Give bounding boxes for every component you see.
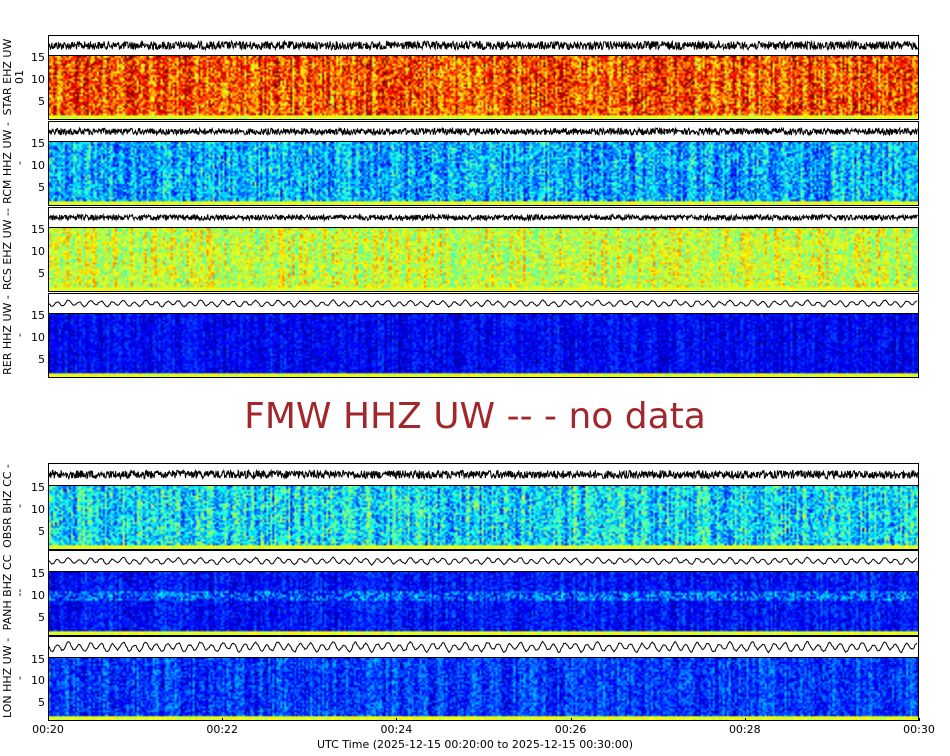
x-tick-label: 00:20 bbox=[32, 723, 64, 736]
y-tick-label: 15 bbox=[31, 480, 45, 494]
station-label: RCS EHZ UW -- bbox=[2, 208, 14, 290]
waveform-trace bbox=[48, 207, 919, 228]
station-label: STAR EHZ UW 01 bbox=[2, 38, 26, 116]
y-tick-label: 5 bbox=[38, 524, 45, 538]
x-tick-mark bbox=[396, 718, 398, 721]
waveform-trace bbox=[48, 550, 919, 572]
waveform-line bbox=[49, 299, 918, 308]
y-tick-label: 15 bbox=[31, 308, 45, 322]
y-tick-label: 15 bbox=[31, 136, 45, 150]
x-tick-label: 00:28 bbox=[728, 723, 761, 736]
waveform-line bbox=[49, 126, 918, 137]
station-label: LON HHZ UW -- bbox=[2, 637, 26, 719]
waveform-line bbox=[49, 468, 918, 481]
y-tick-label: 10 bbox=[31, 588, 45, 602]
y-tick-label: 15 bbox=[31, 50, 45, 64]
x-tick-mark bbox=[48, 718, 49, 721]
spectrogram bbox=[48, 227, 919, 292]
y-tick-label: 10 bbox=[31, 158, 45, 172]
y-tick-label: 10 bbox=[31, 674, 45, 688]
x-tick-mark bbox=[744, 718, 746, 721]
x-tick-label: 00:26 bbox=[554, 723, 587, 736]
spectrogram bbox=[48, 571, 919, 636]
x-tick-label: 00:22 bbox=[206, 723, 239, 736]
x-tick-label: 00:30 bbox=[903, 723, 935, 736]
station-label: RER HHZ UW -- bbox=[2, 295, 26, 375]
spectrogram bbox=[48, 485, 919, 550]
spectrogram bbox=[48, 313, 919, 378]
waveform-trace bbox=[48, 293, 919, 314]
spectrogram bbox=[48, 55, 919, 120]
station-label: OBSR BHZ CC -- bbox=[2, 464, 26, 548]
waveform-trace bbox=[48, 35, 919, 56]
spectrogram bbox=[48, 141, 919, 206]
waveform-line bbox=[49, 640, 918, 654]
station-label: RCM HHZ UW -- bbox=[2, 122, 26, 204]
x-tick-label: 00:24 bbox=[380, 723, 413, 736]
y-tick-label: 5 bbox=[38, 180, 45, 194]
x-tick-mark bbox=[222, 718, 224, 721]
station-label: PANH BHZ CC -- bbox=[2, 554, 26, 631]
y-tick-label: 10 bbox=[31, 330, 45, 344]
y-tick-label: 10 bbox=[31, 244, 45, 258]
waveform-trace bbox=[48, 636, 919, 658]
spectrogram bbox=[48, 657, 919, 721]
y-tick-label: 5 bbox=[38, 94, 45, 108]
waveform-trace bbox=[48, 121, 919, 142]
waveform-line bbox=[49, 212, 918, 223]
waveform-trace bbox=[48, 463, 919, 486]
waveform-line bbox=[49, 556, 918, 566]
y-tick-label: 5 bbox=[38, 696, 45, 710]
y-tick-label: 15 bbox=[31, 566, 45, 580]
y-tick-label: 5 bbox=[38, 266, 45, 280]
y-tick-label: 15 bbox=[31, 222, 45, 236]
y-tick-label: 5 bbox=[38, 610, 45, 624]
no-data-message: FMW HHZ UW -- - no data bbox=[244, 396, 706, 437]
y-tick-label: 10 bbox=[31, 72, 45, 86]
y-tick-label: 15 bbox=[31, 652, 45, 666]
x-tick-mark bbox=[919, 718, 920, 721]
x-tick-mark bbox=[570, 718, 572, 721]
x-axis-label: UTC Time (2025-12-15 00:20:00 to 2025-12… bbox=[317, 738, 633, 751]
y-tick-label: 5 bbox=[38, 352, 45, 366]
waveform-line bbox=[49, 39, 918, 52]
y-tick-label: 10 bbox=[31, 502, 45, 516]
